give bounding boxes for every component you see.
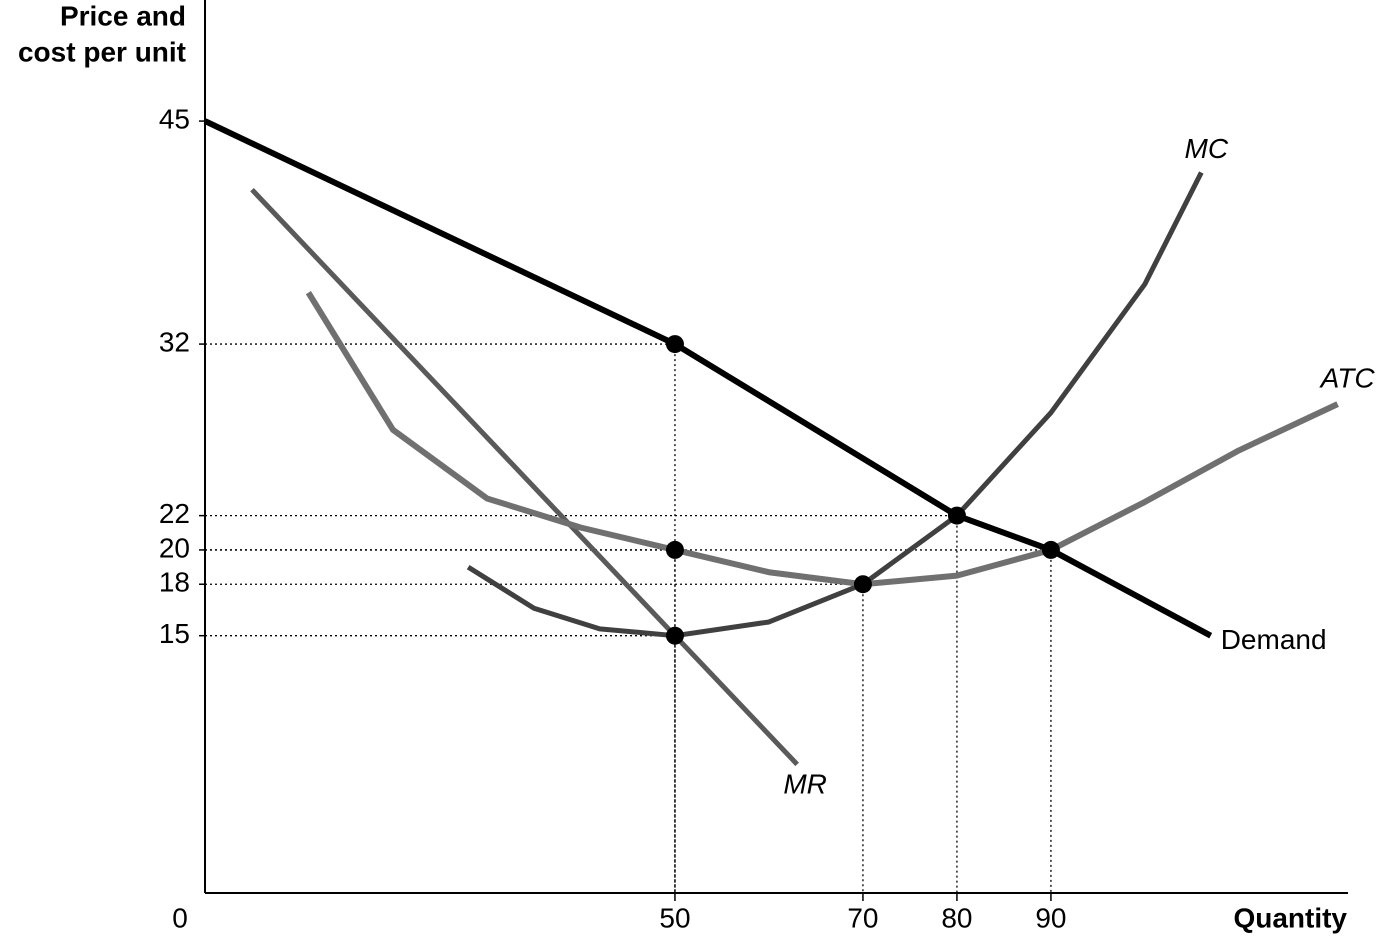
y-tick-label: 15	[159, 618, 190, 649]
y-tick-label: 32	[159, 326, 190, 357]
y-axis-title: cost per unit	[18, 36, 186, 67]
curve-label: ATC	[1319, 363, 1376, 394]
curve-label: MC	[1185, 133, 1229, 164]
y-axis-title: Price and	[60, 0, 186, 31]
curve	[466, 171, 1204, 639]
x-axis-title: Quantity	[1233, 902, 1347, 933]
point	[665, 540, 684, 559]
x-tick-label: 90	[1035, 902, 1066, 933]
point	[947, 506, 966, 525]
point	[853, 575, 872, 594]
y-tick-label: 18	[159, 567, 190, 598]
point	[1041, 540, 1060, 559]
curve	[305, 291, 1339, 588]
y-tick-label: 22	[159, 498, 190, 529]
x-tick-label: 70	[847, 902, 878, 933]
point	[665, 626, 684, 645]
curve-label: Demand	[1221, 624, 1327, 655]
x-tick-label: 0	[172, 902, 188, 933]
point	[665, 335, 684, 354]
x-tick-label: 50	[659, 902, 690, 933]
curve-label: MR	[783, 769, 827, 800]
y-tick-label: 45	[159, 103, 190, 134]
y-tick-label: 20	[159, 532, 190, 563]
x-tick-label: 80	[941, 902, 972, 933]
